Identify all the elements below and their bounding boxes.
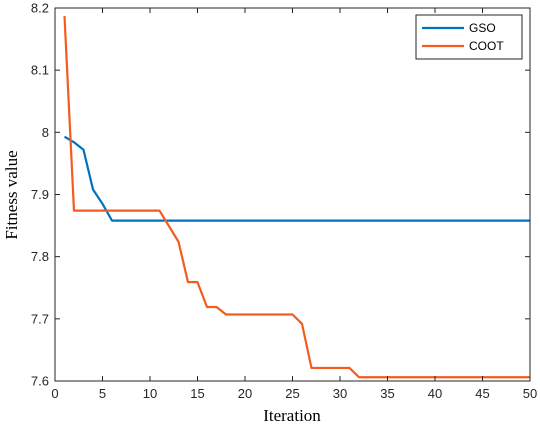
y-tick-label: 7.9: [31, 187, 49, 202]
y-tick-label: 8: [42, 125, 49, 140]
x-tick-label: 5: [99, 386, 106, 401]
x-tick-label: 30: [333, 386, 347, 401]
y-tick-label: 7.7: [31, 311, 49, 326]
y-tick-label: 8.1: [31, 63, 49, 78]
series-line-coot: [63, 16, 530, 379]
x-tick-label: 0: [51, 386, 58, 401]
y-tick-label: 8.2: [31, 1, 49, 16]
legend-label-coot: COOT: [469, 39, 504, 53]
x-tick-label: 50: [523, 386, 537, 401]
x-tick-label: 25: [285, 386, 299, 401]
x-tick-label: 40: [428, 386, 442, 401]
axis-ticks: 0 5 10 15 20 25 30 35 40 45 50 7.6 7.7 7.8 7.9 8 8.1 8.2: [31, 1, 537, 402]
x-tick-label: 35: [380, 386, 394, 401]
y-axis-title: Fitness value: [2, 150, 21, 239]
legend-box: [415, 14, 523, 60]
series-line-gso: [63, 135, 530, 222]
x-tick-label: 10: [143, 386, 157, 401]
plot-area: [55, 8, 530, 381]
x-tick-label: 15: [190, 386, 204, 401]
y-tick-label: 7.6: [31, 374, 49, 389]
series-lines: [63, 16, 530, 379]
legend-label-gso: GSO: [469, 21, 496, 35]
x-tick-label: 45: [475, 386, 489, 401]
x-axis-title: Iteration: [263, 406, 321, 425]
y-tick-label: 7.8: [31, 249, 49, 264]
legend: GSO COOT: [415, 14, 523, 60]
x-tick-label: 20: [238, 386, 252, 401]
